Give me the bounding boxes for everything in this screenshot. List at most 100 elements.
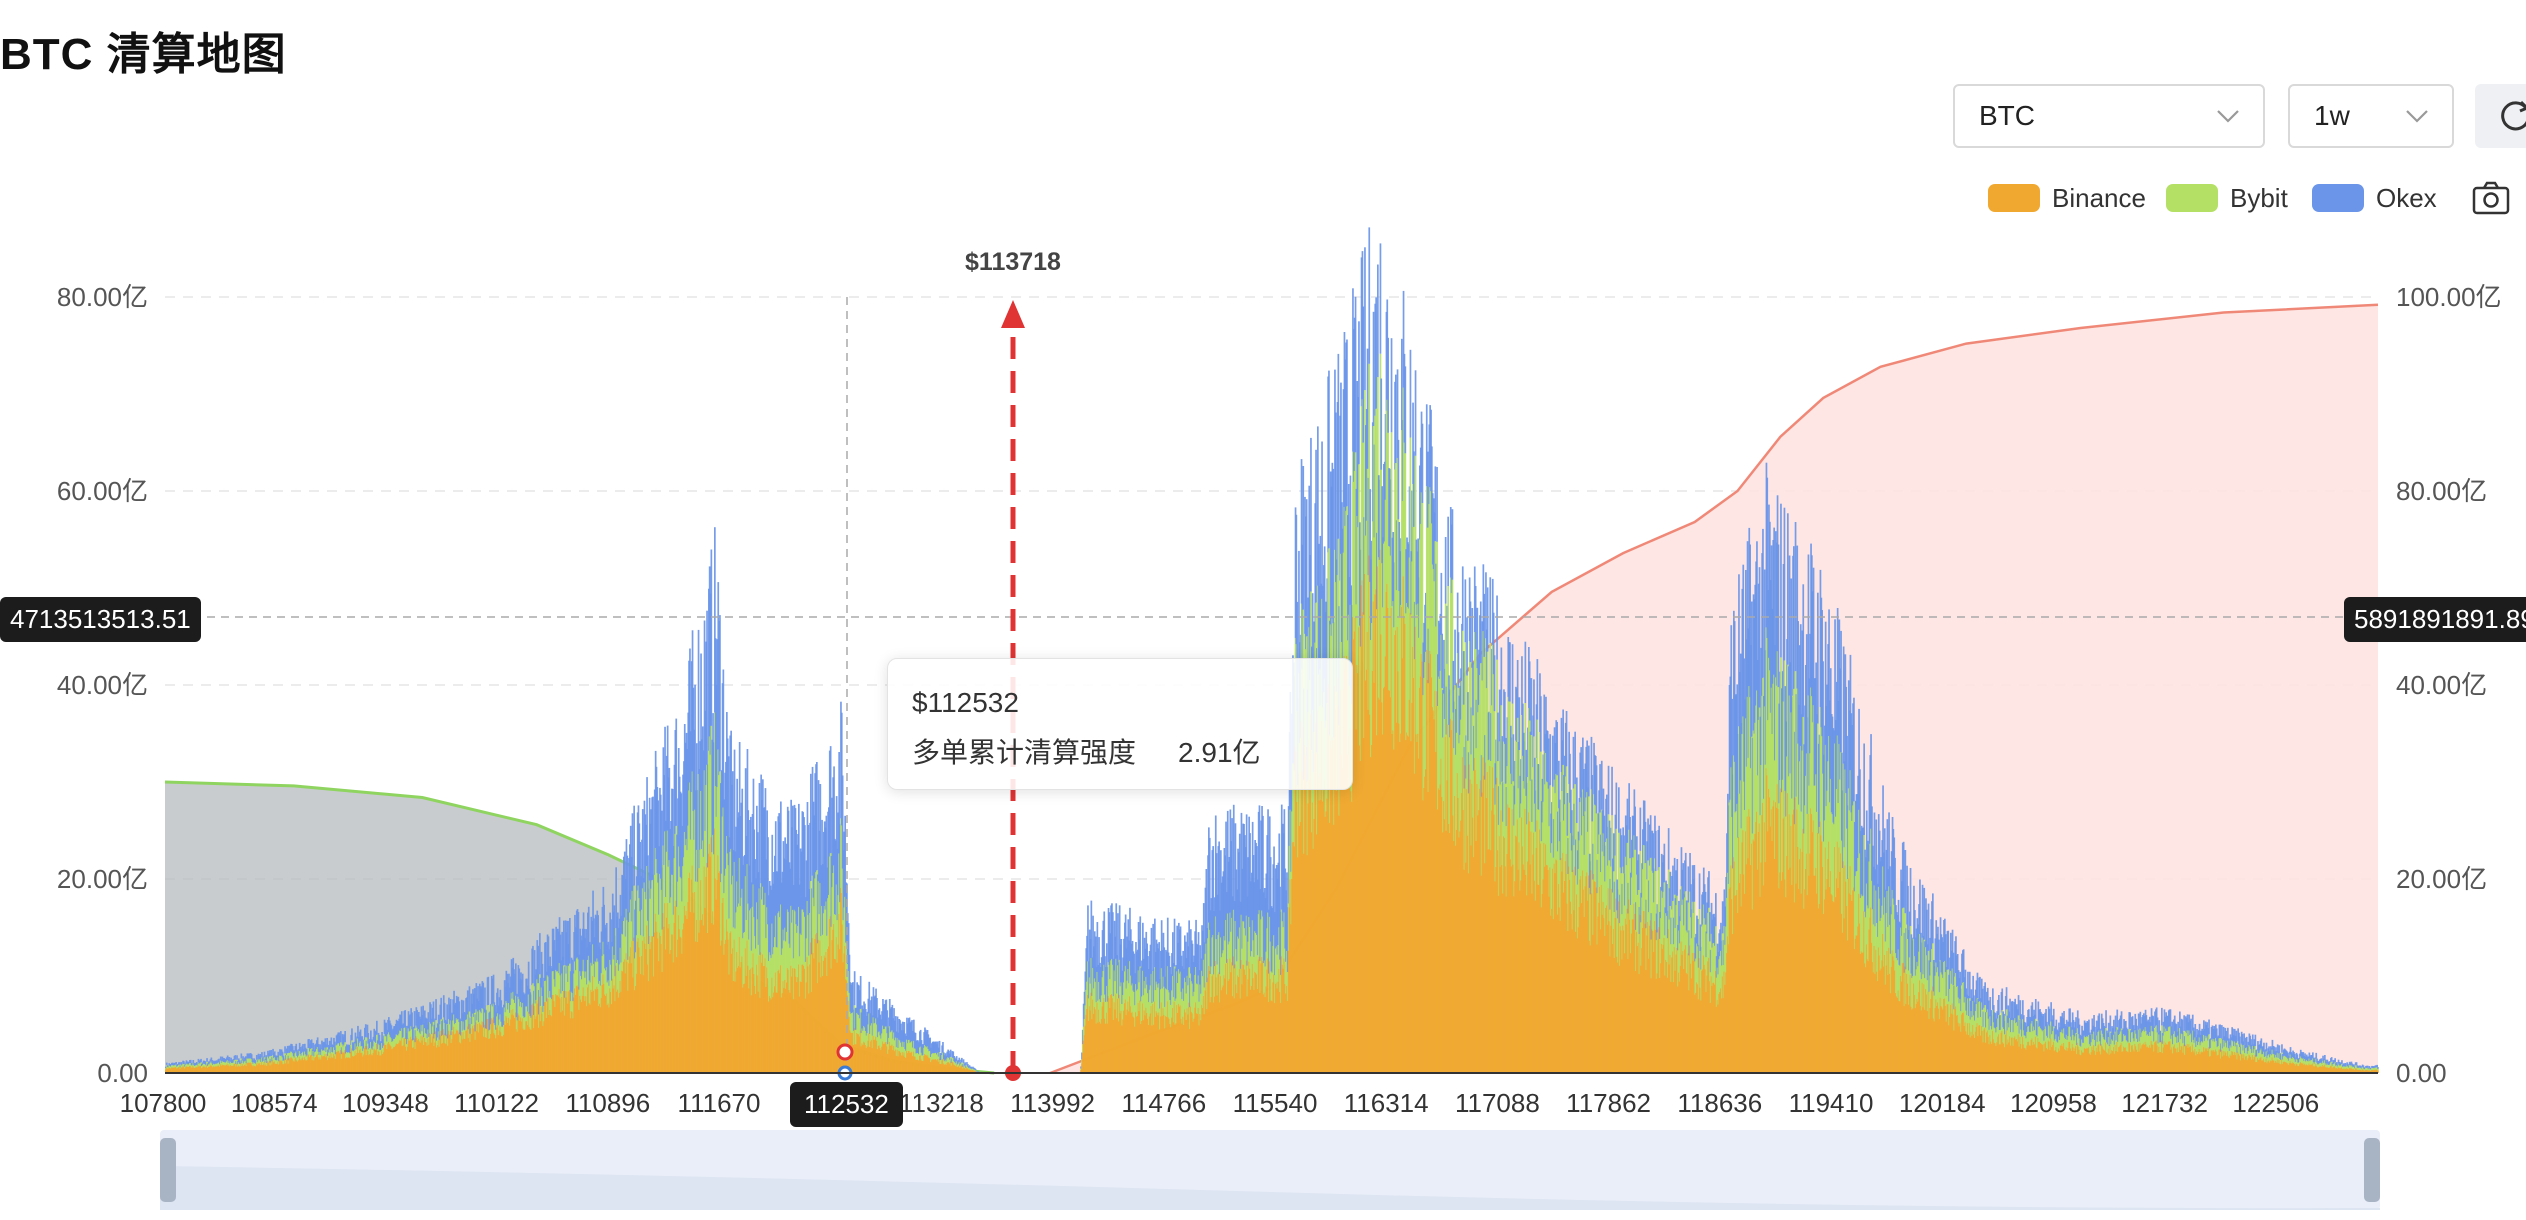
- bar-bybit: [523, 1017, 526, 1030]
- bar-okex: [264, 1058, 267, 1063]
- bar-okex: [1149, 944, 1152, 986]
- bar-okex: [867, 998, 870, 1025]
- bar-binance: [201, 1068, 203, 1073]
- bar-bybit: [1342, 552, 1345, 690]
- legend-okex[interactable]: Okex: [2312, 180, 2437, 216]
- bar-binance: [1653, 952, 1655, 1073]
- bar-okex: [499, 989, 502, 1015]
- bar-okex: [900, 1023, 902, 1043]
- bar-bybit: [665, 851, 668, 918]
- bar-binance: [1171, 1017, 1173, 1073]
- bar-binance: [521, 1018, 524, 1073]
- bar-bybit: [968, 1067, 971, 1070]
- bar-okex: [1443, 668, 1446, 719]
- bar-bybit: [278, 1061, 280, 1065]
- bar-binance: [428, 1044, 430, 1073]
- bar-bybit: [775, 947, 778, 993]
- bar-binance: [789, 992, 792, 1073]
- bar-binance: [1172, 1008, 1174, 1073]
- range-select[interactable]: 1w: [2288, 84, 2454, 148]
- bar-okex: [795, 829, 798, 925]
- bar-bybit: [603, 954, 605, 984]
- bar-okex: [346, 1045, 349, 1053]
- bar-okex: [850, 984, 852, 1014]
- bar-bybit: [784, 927, 786, 980]
- bar-binance: [1453, 841, 1455, 1073]
- bar-bybit: [1672, 944, 1675, 983]
- bar-bybit: [1106, 1001, 1109, 1024]
- bar-binance: [270, 1060, 273, 1073]
- bar-okex: [291, 1046, 294, 1054]
- bar-binance: [1398, 723, 1401, 1073]
- bar-binance: [714, 878, 717, 1073]
- bar-bybit: [659, 878, 662, 936]
- bar-binance: [410, 1036, 412, 1073]
- bar-binance: [1142, 1020, 1145, 1073]
- bar-okex: [607, 941, 610, 981]
- bar-bybit: [1536, 719, 1539, 821]
- bar-binance: [1542, 879, 1545, 1073]
- bar-okex: [334, 1041, 336, 1050]
- bar-bybit: [361, 1046, 364, 1053]
- bar-bybit: [1384, 499, 1387, 657]
- bar-bybit: [413, 1028, 416, 1039]
- bar-okex: [1459, 685, 1461, 735]
- bar-bybit: [566, 965, 569, 992]
- bar-okex: [424, 1017, 427, 1034]
- bar-binance: [1214, 996, 1216, 1073]
- bar-bybit: [481, 1008, 484, 1022]
- bar-binance: [1249, 968, 1251, 1073]
- bar-okex: [1348, 577, 1351, 686]
- bar-bybit: [1175, 998, 1178, 1024]
- legend-bybit[interactable]: Bybit: [2166, 180, 2288, 216]
- bar-okex: [623, 851, 626, 918]
- bar-binance: [1260, 963, 1262, 1073]
- bar-okex: [1386, 299, 1389, 400]
- bar-binance: [1497, 895, 1500, 1073]
- bar-binance: [717, 855, 720, 1073]
- bar-okex: [896, 1016, 899, 1038]
- bar-binance: [203, 1066, 206, 1073]
- bar-okex: [601, 906, 604, 956]
- bar-bybit: [1600, 871, 1602, 930]
- bar-binance: [1533, 832, 1535, 1073]
- bar-okex: [1409, 349, 1412, 438]
- bar-binance: [729, 933, 732, 1073]
- refresh-button[interactable]: [2475, 84, 2526, 148]
- bar-okex: [1563, 775, 1565, 821]
- bar-bybit: [725, 868, 727, 940]
- bar-okex: [928, 1038, 931, 1052]
- bar-okex: [1182, 950, 1184, 989]
- bar-okex: [1660, 853, 1663, 891]
- bar-okex: [456, 998, 459, 1020]
- bar-bybit: [341, 1044, 344, 1052]
- bar-okex: [1581, 791, 1583, 836]
- bar-bybit: [1489, 643, 1492, 766]
- bar-binance: [1204, 990, 1207, 1073]
- bar-okex: [812, 801, 815, 898]
- bar-binance: [1478, 810, 1480, 1073]
- bar-okex: [1238, 852, 1240, 939]
- bar-binance: [590, 989, 593, 1073]
- camera-icon[interactable]: [2471, 180, 2511, 216]
- bar-bybit: [201, 1066, 203, 1069]
- coin-select[interactable]: BTC: [1953, 84, 2265, 148]
- bar-bybit: [818, 914, 821, 963]
- bar-okex: [1411, 490, 1413, 562]
- bar-binance: [1525, 875, 1528, 1073]
- bar-okex: [912, 1031, 914, 1048]
- legend-binance[interactable]: Binance: [1988, 180, 2146, 216]
- bar-bybit: [1286, 972, 1289, 1001]
- bar-okex: [1628, 783, 1630, 830]
- bar-okex: [1666, 884, 1668, 916]
- bar-okex: [1493, 655, 1496, 712]
- bar-bybit: [792, 909, 794, 969]
- bar-okex: [281, 1051, 284, 1058]
- bar-bybit: [1279, 959, 1281, 992]
- bar-bybit: [1502, 821, 1504, 894]
- bar-okex: [1437, 654, 1439, 706]
- bar-okex: [677, 748, 680, 847]
- bar-bybit: [479, 1011, 482, 1025]
- bar-okex: [700, 653, 702, 791]
